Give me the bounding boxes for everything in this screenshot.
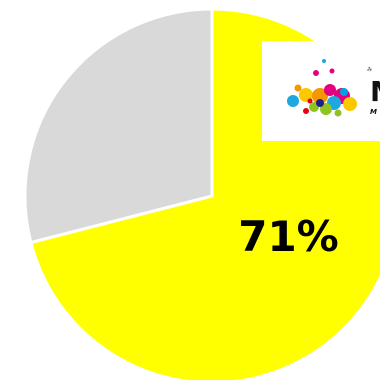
pie-slice-label-0: 71% <box>238 212 339 261</box>
logo-subtitle: M <box>370 108 377 116</box>
colorful-dots-logo-icon <box>287 59 357 117</box>
brand-logo: み M M <box>262 41 380 141</box>
logo-letter: M <box>370 78 380 106</box>
logo-small-text: み <box>367 67 373 73</box>
pie-slice-1 <box>23 7 214 245</box>
